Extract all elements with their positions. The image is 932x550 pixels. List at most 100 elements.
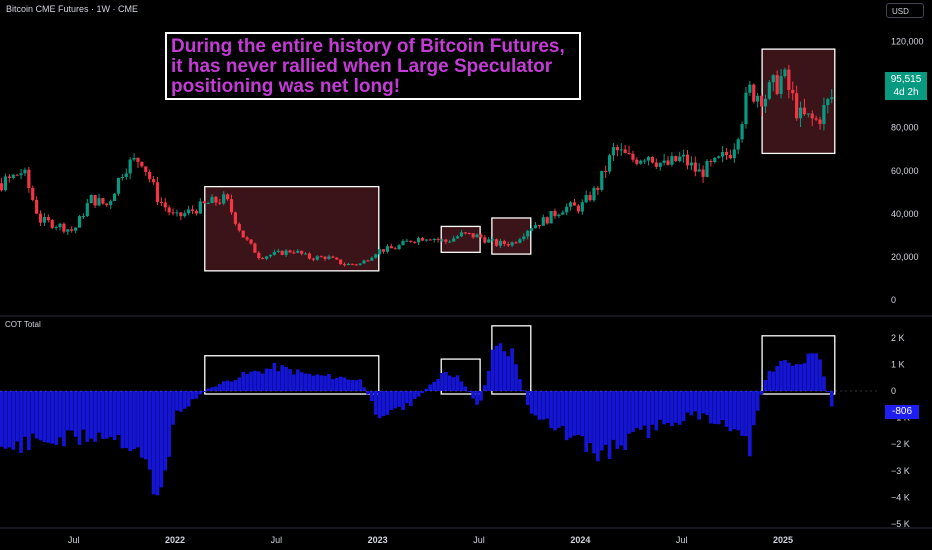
- cot-bar: [101, 391, 105, 439]
- cot-bar: [334, 377, 339, 391]
- candle-body: [303, 253, 308, 255]
- cot-bar: [759, 391, 764, 395]
- candle-body: [553, 211, 557, 217]
- candle-body: [198, 201, 202, 214]
- candle-body: [822, 105, 826, 124]
- cot-bar: [459, 381, 464, 391]
- cot-bar: [34, 391, 39, 439]
- candle-body: [756, 95, 760, 102]
- candle-body: [763, 98, 768, 107]
- candle-body: [818, 119, 822, 124]
- candle-body: [810, 113, 814, 119]
- cot-bar: [58, 391, 62, 438]
- price-highlight-box: [440, 225, 481, 253]
- cot-bar: [7, 391, 12, 448]
- candle-body: [284, 250, 288, 255]
- cot-bar: [564, 391, 569, 441]
- cot-tick-label: 2 K: [891, 333, 905, 343]
- candle-body: [631, 153, 635, 160]
- cot-bar: [401, 391, 405, 411]
- cot-bar: [670, 391, 674, 427]
- cot-bar: [85, 391, 90, 442]
- candle-body: [736, 139, 740, 150]
- cot-bar: [806, 353, 811, 391]
- cot-bar: [642, 391, 647, 426]
- price-tick-label: 60,000: [891, 166, 919, 176]
- candle-body: [62, 223, 66, 232]
- candle-body: [506, 244, 510, 246]
- cot-bar: [292, 374, 296, 391]
- cot-bar: [658, 391, 663, 420]
- cot-bar: [693, 391, 698, 412]
- cot-bar: [66, 391, 70, 431]
- annotation-box: During the entire history of Bitcoin Fut…: [165, 32, 581, 100]
- candle-body: [190, 209, 195, 211]
- candle-body: [159, 201, 163, 203]
- cot-bar: [829, 391, 834, 407]
- candle-body: [795, 93, 799, 119]
- candle-body: [615, 147, 619, 151]
- cot-bar: [151, 391, 156, 495]
- candle-body: [689, 162, 694, 166]
- cot-bar: [280, 365, 284, 391]
- candle-body: [315, 256, 319, 260]
- cot-bar: [342, 377, 347, 391]
- candle-body: [222, 194, 226, 204]
- candle-body: [346, 263, 351, 266]
- chart-title: Bitcoin CME Futures · 1W · CME: [6, 4, 139, 14]
- candle-body: [420, 238, 425, 241]
- cot-bar: [221, 381, 226, 391]
- cot-bar: [697, 391, 702, 420]
- candle-body: [479, 234, 483, 238]
- cot-bar: [389, 391, 394, 411]
- cot-bar: [728, 391, 733, 432]
- candle-body: [413, 241, 417, 243]
- cot-bar: [19, 391, 23, 453]
- cot-bar: [627, 391, 631, 434]
- time-tick-label: 2024: [570, 535, 590, 545]
- cot-bar: [38, 391, 43, 441]
- time-tick-label: 2022: [165, 535, 185, 545]
- cot-bar: [299, 372, 304, 391]
- cot-bar: [662, 391, 666, 425]
- candle-body: [307, 253, 312, 259]
- candle-body: [565, 206, 569, 213]
- cot-bar: [818, 359, 822, 391]
- candle-body: [261, 258, 265, 260]
- cot-bar: [463, 386, 468, 391]
- candle-body: [459, 232, 464, 237]
- cot-bar: [54, 391, 58, 445]
- cot-bar: [370, 391, 374, 402]
- candle-body: [522, 236, 526, 240]
- cot-bar: [619, 391, 624, 446]
- cot-bar: [681, 391, 686, 422]
- candle-body: [218, 202, 222, 204]
- currency-button[interactable]: USD: [886, 3, 924, 18]
- candle-body: [650, 156, 655, 163]
- candle-body: [257, 252, 261, 259]
- cot-bar: [486, 370, 491, 391]
- axes: [0, 315, 932, 529]
- cot-bar: [338, 376, 343, 391]
- price-tick-label: 0: [891, 295, 896, 305]
- candle-body: [713, 157, 717, 163]
- cot-bar: [397, 391, 401, 407]
- cot-bar: [225, 380, 230, 391]
- cot-bar: [701, 391, 705, 414]
- cot-bar: [518, 379, 522, 391]
- cot-bar: [607, 391, 612, 460]
- cot-bar: [533, 391, 538, 416]
- candle-body: [245, 237, 249, 240]
- cot-bar: [716, 391, 721, 425]
- cot-bar: [709, 391, 713, 424]
- candle-body: [467, 232, 471, 234]
- candle-body: [15, 174, 19, 176]
- candle-body: [381, 249, 386, 252]
- cot-bar: [97, 391, 101, 433]
- candle-body: [214, 196, 218, 203]
- cot-bar: [89, 391, 94, 439]
- candle-body: [724, 152, 729, 155]
- cot-bar: [346, 379, 351, 391]
- time-tick-label: Jul: [68, 535, 80, 545]
